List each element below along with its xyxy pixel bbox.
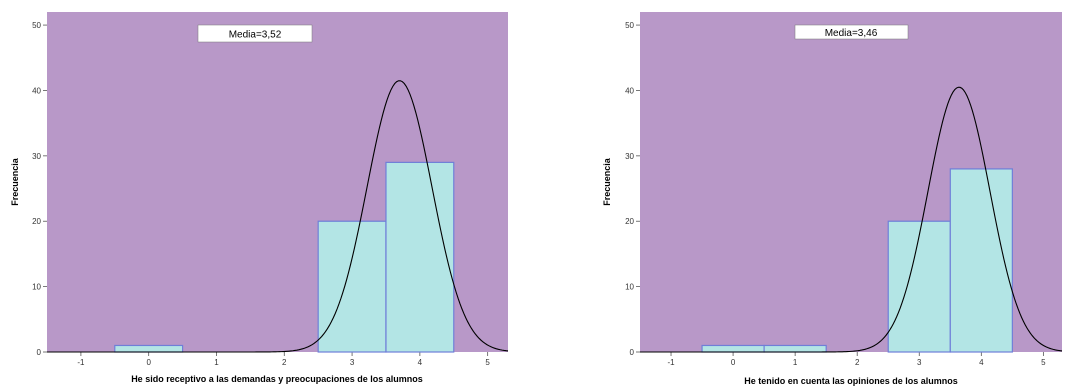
histogram-bar	[317, 220, 387, 353]
y-tick-label: 0	[37, 348, 42, 357]
x-tick-label: 2	[855, 358, 860, 367]
y-tick-label: 50	[625, 21, 634, 30]
x-tick-label: 3	[350, 358, 355, 367]
x-axis: -1 0 1 2 3 4 5	[77, 352, 490, 367]
x-tick-label: 1	[793, 358, 798, 367]
histogram-bar	[385, 161, 455, 353]
x-tick-label: 2	[282, 358, 287, 367]
x-tick-label: 4	[979, 358, 984, 367]
y-tick-label: 50	[32, 21, 41, 30]
normal-curve	[640, 86, 1063, 353]
histogram-chart-right: 0 10 20 30 40 50 -1 0 1 2 3 4 5 Media=3,46 Frecuenc…	[602, 12, 1063, 386]
x-axis-title: He tenido en cuenta las opiniones de los…	[744, 376, 958, 386]
y-axis: 0 10 20 30 40 50	[32, 21, 47, 357]
x-tick-label: 0	[731, 358, 736, 367]
histogram-bar	[114, 344, 184, 353]
y-axis-title: Frecuencia	[10, 157, 20, 206]
bars	[114, 161, 455, 353]
x-tick-label: 3	[917, 358, 922, 367]
y-tick-label: 10	[32, 283, 41, 292]
x-axis-title: He sido receptivo a las demandas y preoc…	[131, 374, 423, 384]
y-tick-label: 0	[630, 348, 635, 357]
mean-annotation: Media=3,46	[825, 28, 878, 39]
x-tick-label: 1	[214, 358, 219, 367]
y-tick-label: 20	[625, 217, 634, 226]
y-tick-label: 40	[32, 86, 41, 95]
y-tick-label: 20	[32, 217, 41, 226]
mean-annotation: Media=3,52	[229, 30, 282, 41]
y-tick-label: 30	[32, 152, 41, 161]
histogram-bar	[701, 344, 765, 353]
y-tick-label: 40	[625, 86, 634, 95]
y-tick-label: 10	[625, 283, 634, 292]
x-tick-label: -1	[667, 358, 675, 367]
x-tick-label: -1	[77, 358, 85, 367]
mean-box	[794, 24, 909, 40]
histogram-bar	[949, 168, 1013, 353]
x-axis: -1 0 1 2 3 4 5	[667, 352, 1046, 367]
x-tick-label: 0	[146, 358, 151, 367]
y-tick-label: 30	[625, 152, 634, 161]
normal-curve	[47, 80, 509, 353]
x-tick-label: 5	[1041, 358, 1046, 367]
histogram-chart-left: 0 10 20 30 40 50 -1 0 1 2 3 4 5 Media=3,52 Frecuenc…	[10, 12, 509, 384]
histogram-bar	[887, 220, 951, 353]
x-tick-label: 5	[485, 358, 490, 367]
x-tick-label: 4	[418, 358, 423, 367]
bars	[701, 168, 1013, 353]
mean-box	[197, 24, 313, 43]
y-axis-title: Frecuencia	[602, 157, 612, 206]
histogram-bar	[763, 344, 827, 353]
y-axis: 0 10 20 30 40 50	[625, 21, 640, 357]
